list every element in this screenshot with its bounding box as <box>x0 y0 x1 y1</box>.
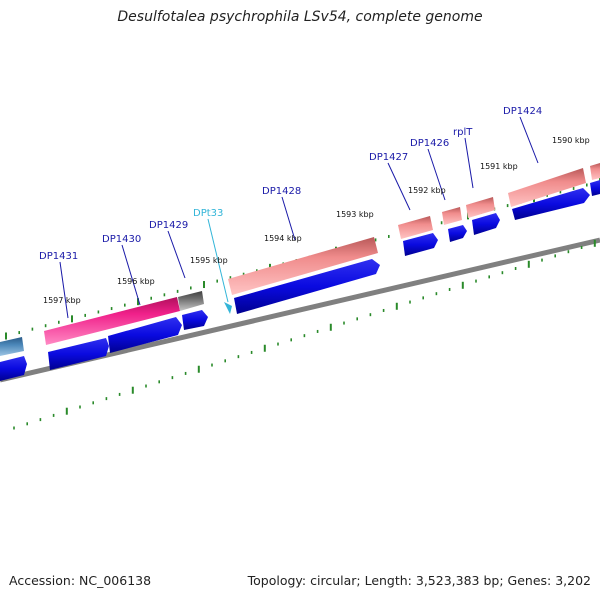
kbp-label: 1591 kbp <box>480 162 518 171</box>
gene-label-dp1426[interactable]: DP1426 <box>410 138 449 149</box>
feature-bar-pink-rplT[interactable] <box>466 197 495 218</box>
label-leaders <box>59 116 539 319</box>
gene-label-dp1428[interactable]: DP1428 <box>262 186 301 197</box>
feature-bar-pink-large[interactable] <box>228 237 378 295</box>
kbp-label: 1597 kbp <box>43 296 81 305</box>
feature-bar-pink-1426[interactable] <box>442 207 462 225</box>
kbp-label: 1594 kbp <box>264 234 302 243</box>
gene-label-dp1431[interactable]: DP1431 <box>39 251 78 262</box>
kbp-label: 1590 kbp <box>552 136 590 145</box>
kbp-label: 1593 kbp <box>336 210 374 219</box>
cds-arrow[interactable] <box>403 233 438 256</box>
cds-arrow[interactable] <box>512 188 590 220</box>
kbp-label: 1592 kbp <box>408 186 446 195</box>
feature-track <box>0 163 600 356</box>
kbp-labels: 1597 kbp 1596 kbp 1595 kbp 1594 kbp 1593 kbp… <box>43 136 590 305</box>
cds-arrow[interactable] <box>448 225 467 242</box>
cds-arrow[interactable] <box>590 180 600 196</box>
leader-line <box>464 137 474 189</box>
gene-label-rplt[interactable]: rplT <box>453 127 473 138</box>
cds-arrow[interactable] <box>0 356 27 381</box>
feature-bar-steelblue[interactable] <box>0 337 24 356</box>
gene-label-dpt33[interactable]: DPt33 <box>193 208 223 219</box>
leader-line <box>281 196 296 241</box>
cds-arrow[interactable] <box>48 338 109 370</box>
map-title: Desulfotalea psychrophila LSv54, complet… <box>117 9 483 25</box>
leader-line <box>519 116 539 164</box>
gene-labels: DP1431DP1430DP1429DPt33DP1428DP1427DP142… <box>39 106 542 262</box>
gene-label-dp1429[interactable]: DP1429 <box>149 220 188 231</box>
feature-bar-pink-1427[interactable] <box>398 216 433 239</box>
feature-bar-magenta[interactable] <box>44 297 180 345</box>
kbp-label: 1596 kbp <box>117 277 155 286</box>
trna-marker[interactable] <box>224 302 232 314</box>
feature-bar-gray[interactable] <box>178 291 204 311</box>
cds-track <box>0 180 600 381</box>
inner-tick-row <box>13 239 596 430</box>
leader-line <box>59 261 69 319</box>
leader-line <box>167 230 186 279</box>
cds-arrow[interactable] <box>234 259 380 314</box>
leader-line <box>121 244 141 306</box>
leader-line <box>207 218 229 303</box>
gene-label-dp1427[interactable]: DP1427 <box>369 152 408 163</box>
gene-label-dp1430[interactable]: DP1430 <box>102 234 141 245</box>
cds-arrow[interactable] <box>108 317 182 353</box>
gene-label-dp1424[interactable]: DP1424 <box>503 106 542 117</box>
feature-bar-pink-edge[interactable] <box>590 163 600 180</box>
cds-arrow[interactable] <box>182 310 208 330</box>
topology-text: Topology: circular; Length: 3,523,383 bp… <box>247 573 591 588</box>
leader-line <box>387 162 411 211</box>
accession-text: Accession: NC_006138 <box>9 573 152 588</box>
kbp-label: 1595 kbp <box>190 256 228 265</box>
leader-line <box>427 148 446 201</box>
feature-bar-pink-1424[interactable] <box>508 168 586 207</box>
cds-arrow[interactable] <box>472 213 500 235</box>
